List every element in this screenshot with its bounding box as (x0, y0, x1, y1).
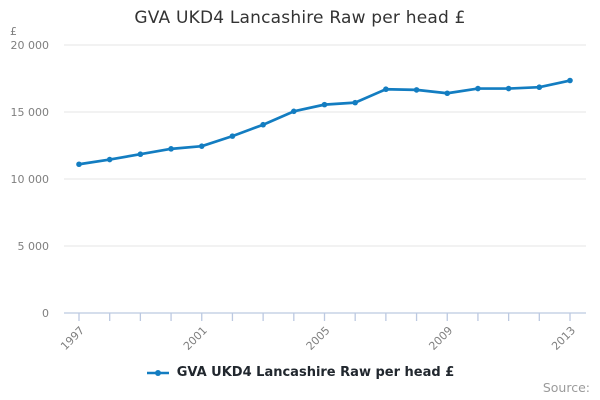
svg-text:15 000: 15 000 (11, 106, 50, 119)
svg-text:1997: 1997 (58, 324, 87, 353)
svg-text:10 000: 10 000 (11, 173, 50, 186)
svg-text:20 000: 20 000 (11, 39, 50, 52)
chart-title: GVA UKD4 Lancashire Raw per head £ (134, 8, 466, 28)
svg-text:0: 0 (42, 307, 49, 320)
y-axis-unit-label: £ (10, 25, 17, 38)
svg-text:2005: 2005 (304, 324, 333, 353)
plot-area: 0 5 000 10 000 15 000 20 000 1997 2001 2005 2009… (11, 39, 586, 353)
svg-text:2001: 2001 (181, 324, 210, 353)
svg-text:2009: 2009 (426, 324, 455, 353)
legend-series-label: GVA UKD4 Lancashire Raw per head £ (176, 365, 455, 380)
svg-text:2013: 2013 (549, 324, 578, 353)
source-label: Source: (542, 380, 590, 395)
svg-text:5 000: 5 000 (18, 240, 50, 253)
legend-line-marker-icon (146, 369, 169, 376)
legend: GVA UKD4 Lancashire Raw per head £ (0, 365, 600, 380)
